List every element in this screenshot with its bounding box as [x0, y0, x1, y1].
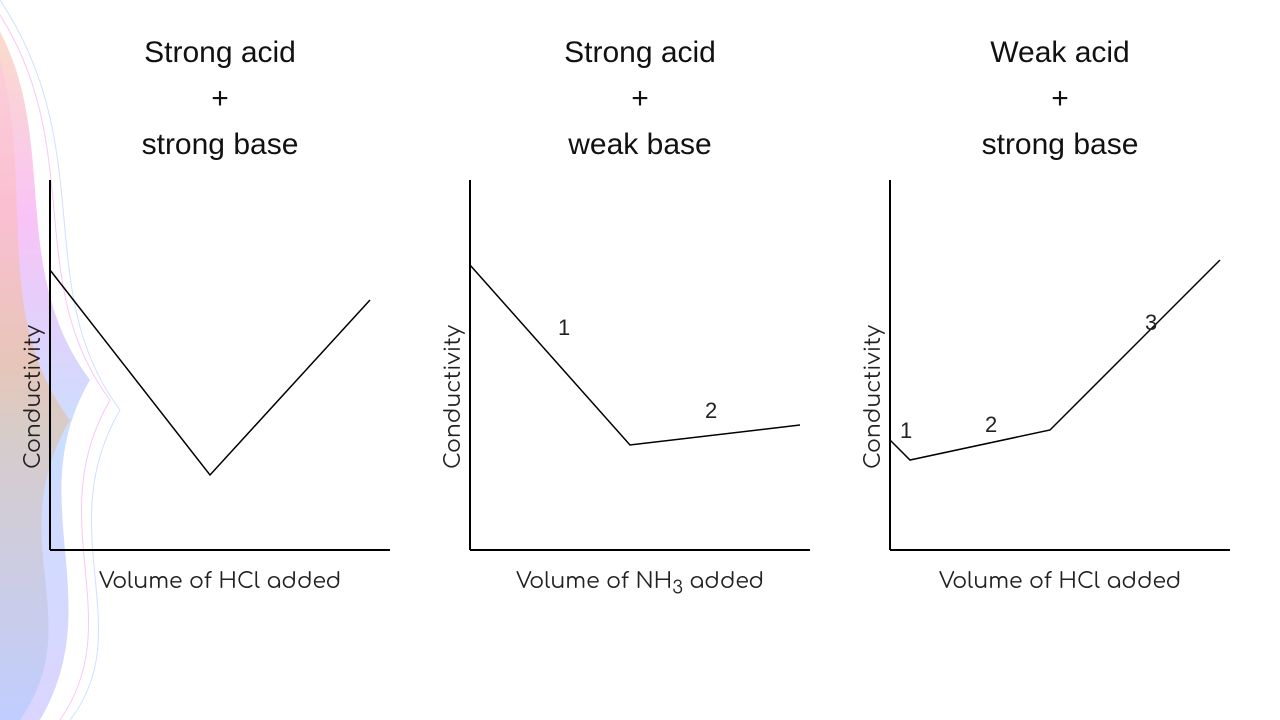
x-axis-label-tail: added: [683, 570, 764, 594]
chart-wrap: Conductivity: [30, 180, 410, 560]
data-line: [890, 260, 1220, 460]
panel-weak-acid-strong-base: Weak acid+strong baseConductivity123Volu…: [870, 30, 1250, 594]
x-axis-label: Volume of HCl added: [870, 570, 1250, 594]
panel-title: Strong acid+weak base: [564, 30, 716, 168]
segment-label: 2: [705, 398, 717, 424]
y-axis-label: Conductivity: [22, 325, 46, 469]
title-line: +: [982, 76, 1139, 122]
title-line: strong base: [142, 122, 299, 168]
panel-strong-acid-strong-base: Strong acid+strong baseConductivityVolum…: [30, 30, 410, 594]
data-line: [50, 270, 370, 475]
panel-title: Weak acid+strong base: [982, 30, 1139, 168]
title-line: +: [142, 76, 299, 122]
panel-strong-acid-weak-base: Strong acid+weak baseConductivity12Volum…: [450, 30, 830, 598]
y-axis-label: Conductivity: [862, 325, 886, 469]
conductivity-chart: [30, 180, 410, 560]
x-axis-label-main: Volume of HCl added: [939, 570, 1181, 594]
title-line: Strong acid: [142, 30, 299, 76]
title-line: Strong acid: [564, 30, 716, 76]
chart-wrap: Conductivity123: [870, 180, 1250, 560]
segment-label: 2: [985, 412, 997, 438]
title-line: weak base: [564, 122, 716, 168]
x-axis-label: Volume of NH3 added: [450, 570, 830, 598]
x-axis-label-main: Volume of NH: [516, 570, 672, 594]
x-axis-label: Volume of HCl added: [30, 570, 410, 594]
x-axis-label-sub: 3: [672, 578, 683, 598]
title-line: Weak acid: [982, 30, 1139, 76]
data-line: [470, 265, 800, 445]
title-line: strong base: [982, 122, 1139, 168]
conductivity-chart: [870, 180, 1250, 560]
chart-wrap: Conductivity12: [450, 180, 830, 560]
segment-label: 3: [1145, 310, 1157, 336]
y-axis-label: Conductivity: [442, 325, 466, 469]
panel-title: Strong acid+strong base: [142, 30, 299, 168]
x-axis-label-main: Volume of HCl added: [99, 570, 341, 594]
conductivity-chart: [450, 180, 830, 560]
panels-container: Strong acid+strong baseConductivityVolum…: [0, 0, 1280, 720]
segment-label: 1: [900, 418, 912, 444]
title-line: +: [564, 76, 716, 122]
segment-label: 1: [558, 315, 570, 341]
